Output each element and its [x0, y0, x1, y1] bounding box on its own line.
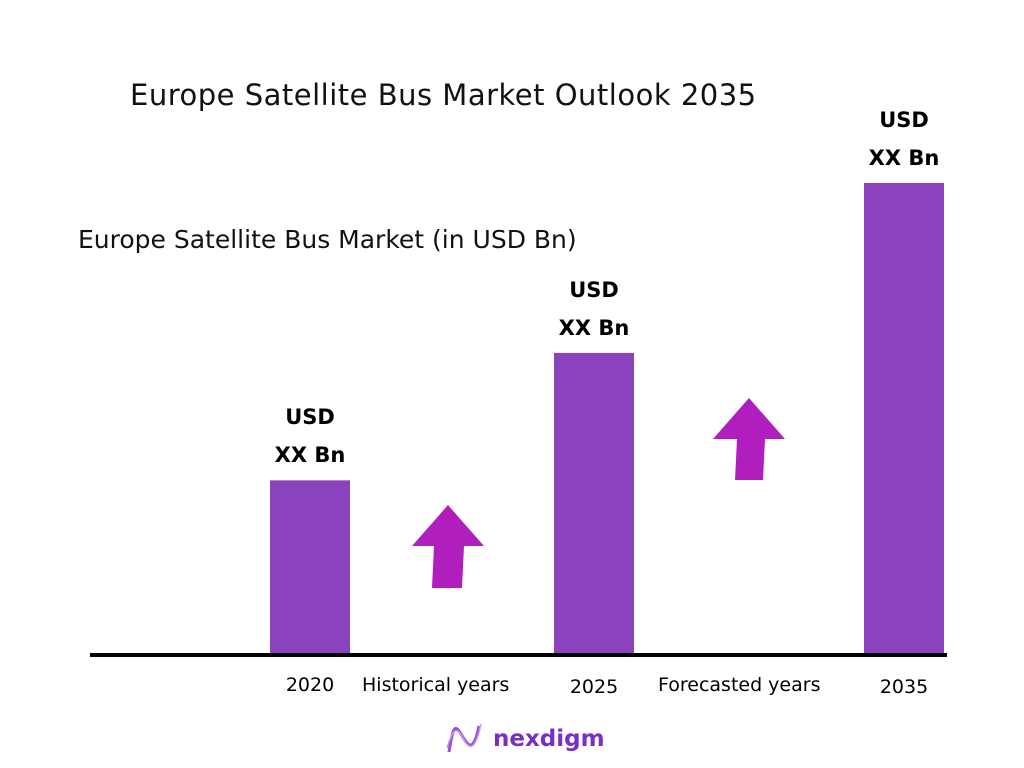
up-arrow-icon	[713, 398, 785, 480]
data-label: USD XX Bn	[844, 101, 964, 177]
data-label: USD XX Bn	[534, 271, 654, 347]
x-tick-label: 2020	[285, 674, 335, 696]
nexdigm-logo-icon	[446, 723, 482, 753]
bar-2035	[864, 183, 944, 655]
data-label: USD XX Bn	[250, 398, 370, 474]
chart-title: Europe Satellite Bus Market Outlook 2035	[130, 78, 757, 112]
data-label-line1: USD	[285, 405, 335, 430]
brand-name: nexdigm	[493, 726, 605, 752]
data-label-line2: XX Bn	[868, 146, 940, 170]
brand-logo: nexdigm	[445, 722, 605, 756]
bar-2020	[270, 480, 350, 655]
data-label-line2: XX Bn	[274, 443, 346, 468]
x-tick-label: 2035	[879, 676, 929, 698]
annotation-forecasted-years: Forecasted years	[658, 674, 821, 696]
data-label-line1: USD	[569, 277, 619, 302]
up-arrow-icon	[412, 505, 484, 588]
data-label-line1: USD	[879, 108, 929, 132]
x-tick-label: 2025	[569, 676, 619, 698]
chart-subtitle: Europe Satellite Bus Market (in USD Bn)	[78, 225, 577, 254]
bar-2025	[554, 352, 634, 655]
annotation-historical-years: Historical years	[362, 674, 510, 696]
data-label-line2: XX Bn	[558, 315, 630, 340]
